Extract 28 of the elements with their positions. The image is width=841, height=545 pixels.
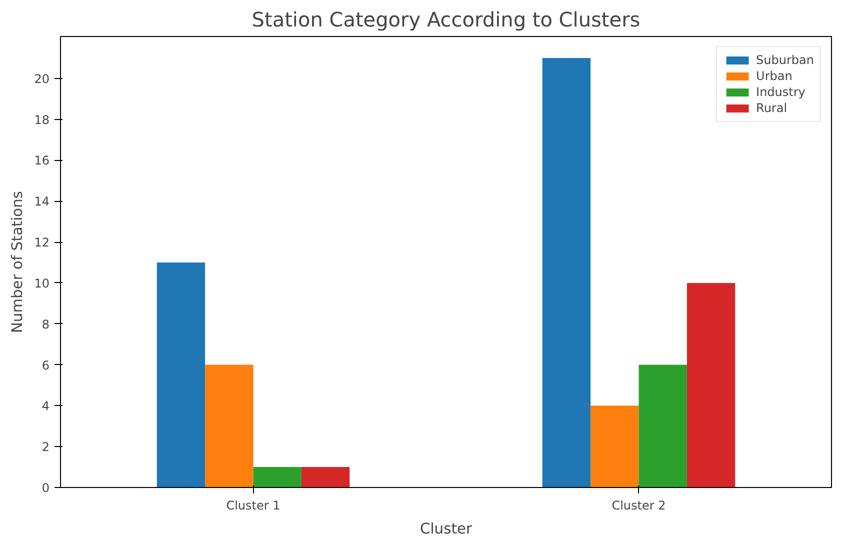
y-tick-label: 16 [34, 154, 50, 168]
legend-label: Suburban [756, 53, 814, 67]
bar [205, 364, 254, 488]
y-tick-label: 4 [42, 399, 50, 414]
bar [686, 282, 736, 488]
legend-label: Industry [756, 85, 806, 99]
y-tick-label: 6 [42, 358, 50, 372]
x-tick-label: Cluster 2 [612, 498, 666, 512]
bar [590, 406, 639, 488]
legend-label: Urban [756, 69, 792, 83]
bar [156, 262, 206, 488]
y-tick-label: 8 [42, 317, 50, 332]
y-axis-title: Number of Stations [9, 190, 26, 334]
x-axis-title: Cluster [420, 520, 473, 538]
y-tick-label: 12 [34, 236, 50, 250]
bar [542, 58, 591, 488]
y-tick-label: 0 [42, 481, 50, 495]
x-tick-label: Cluster 1 [226, 498, 280, 512]
chart-title: Station Category According to Clusters [252, 8, 640, 32]
y-tick-label: 2 [42, 440, 50, 454]
y-tick-label: 10 [34, 276, 50, 290]
bar [638, 364, 687, 488]
legend-label: Rural [756, 101, 788, 115]
y-tick-label: 14 [34, 194, 50, 209]
y-tick-label: 18 [34, 112, 50, 127]
y-tick-label: 20 [34, 72, 50, 86]
bar [253, 467, 302, 488]
bar [301, 467, 350, 488]
